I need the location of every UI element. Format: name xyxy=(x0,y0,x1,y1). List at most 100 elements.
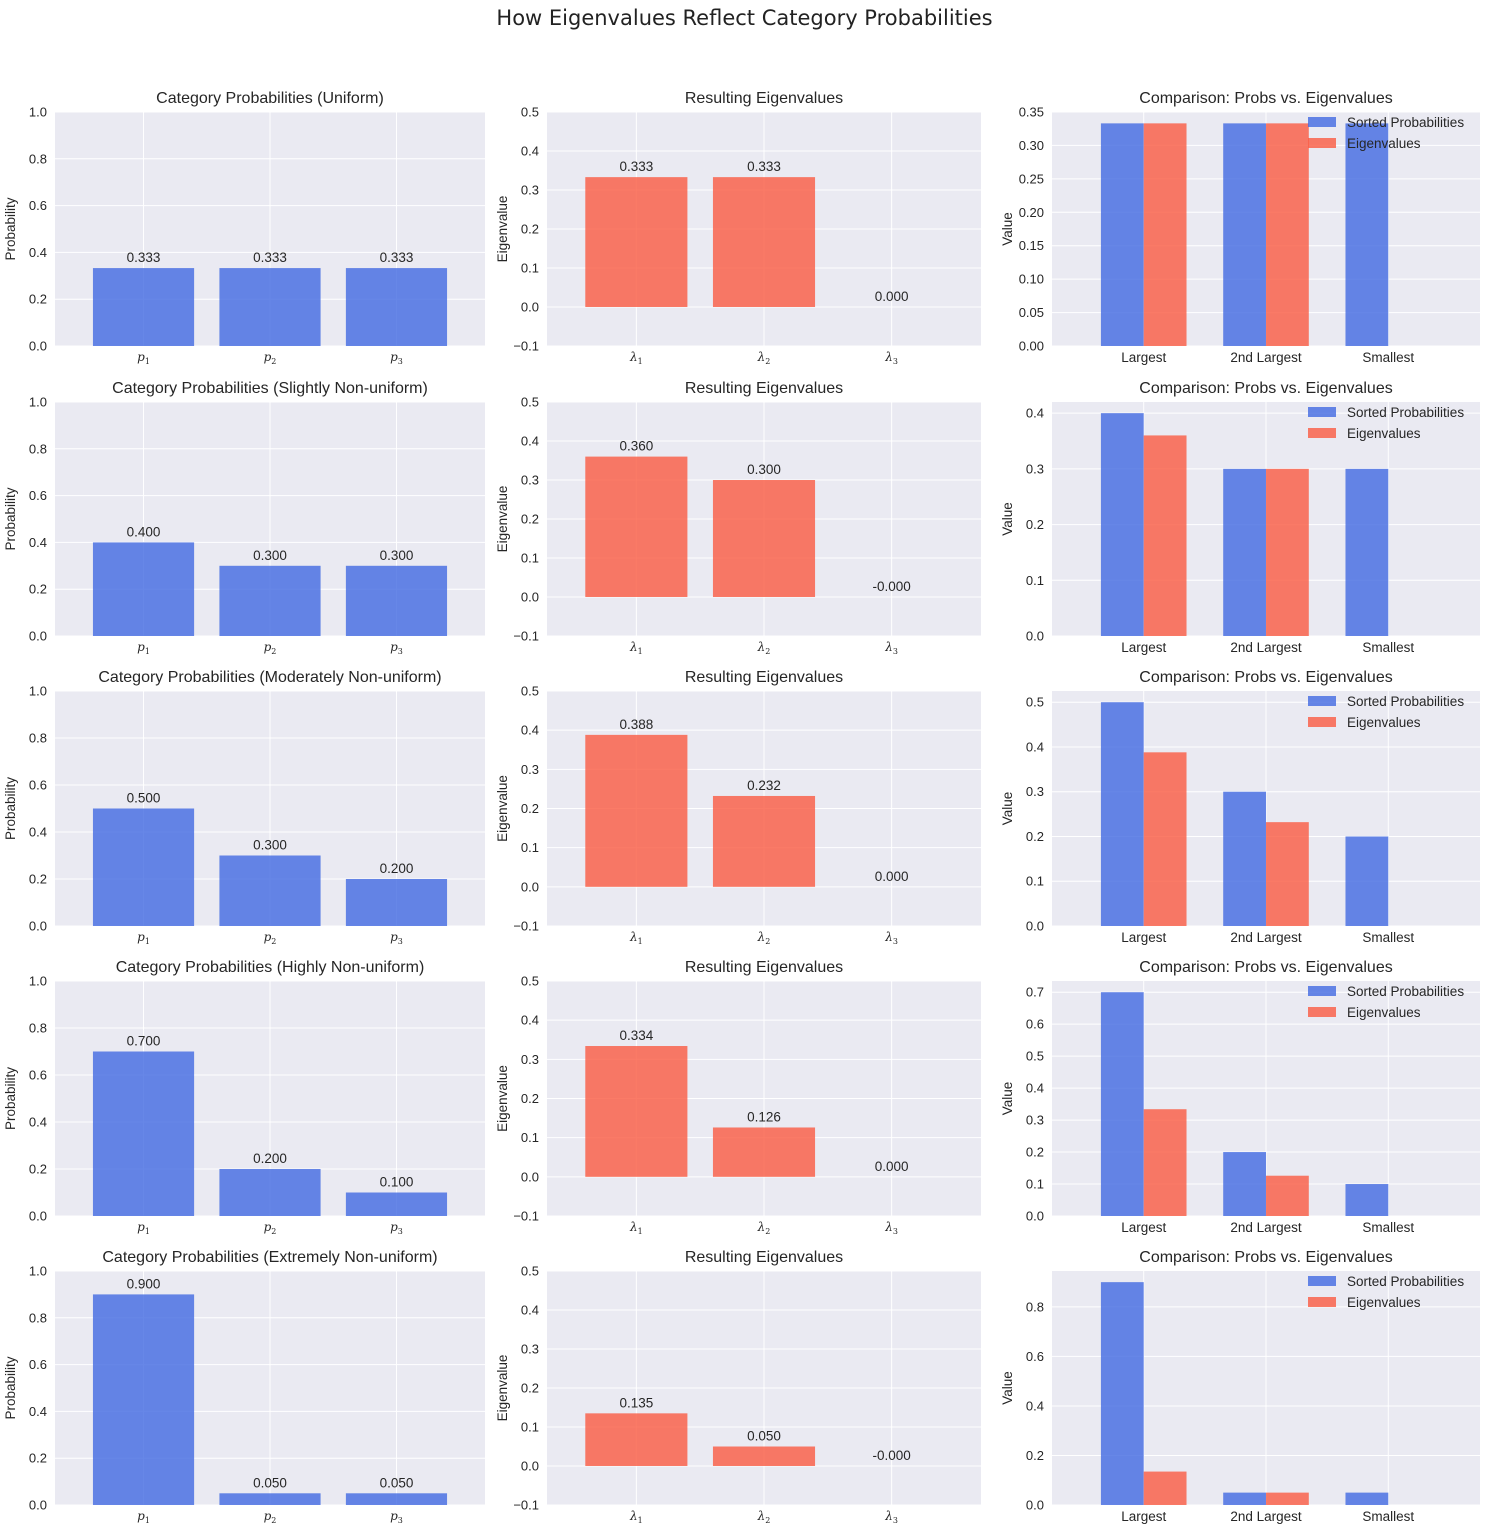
y-tick-label: 0.2 xyxy=(521,512,539,527)
subplot-4-1: 0.0 0.2 0.4 0.6 0.8 1.0 0.700 0.200 0.100 p1 p2 p3 C… xyxy=(3,959,485,1236)
data-label: 0.126 xyxy=(747,1109,781,1124)
subplot-title: Category Probabilities (Slightly Non-uni… xyxy=(112,380,428,397)
bar xyxy=(712,480,816,597)
subplot-title: Category Probabilities (Highly Non-unifo… xyxy=(116,959,425,976)
y-axis-label: Probability xyxy=(3,1067,18,1130)
bar xyxy=(712,177,816,307)
subplot-title: Comparison: Probs vs. Eigenvalues xyxy=(1139,380,1392,397)
bar-sorted-probability xyxy=(1100,992,1144,1216)
x-tick-label: λ3 xyxy=(884,1509,898,1525)
legend-label: Sorted Probabilities xyxy=(1347,984,1464,999)
data-label: 0.232 xyxy=(747,778,781,793)
x-tick-label: λ3 xyxy=(884,350,898,366)
y-tick-label: 0.7 xyxy=(1026,985,1044,1000)
data-label: 0.200 xyxy=(380,861,414,876)
y-tick-label: 0.8 xyxy=(29,151,47,166)
y-tick-label: 0.4 xyxy=(1026,406,1044,421)
x-tick-label: 2nd Largest xyxy=(1230,640,1302,655)
y-axis-label: Value xyxy=(1000,212,1015,246)
bar xyxy=(219,268,321,346)
bar xyxy=(219,1169,321,1216)
legend-label: Sorted Probabilities xyxy=(1347,694,1464,709)
bar xyxy=(219,855,321,926)
y-tick-label: −0.1 xyxy=(513,339,539,354)
bar xyxy=(92,1294,195,1505)
bar-sorted-probability xyxy=(1345,1492,1389,1505)
x-tick-label: λ1 xyxy=(629,930,643,946)
subplot-3-1: 0.0 0.2 0.4 0.6 0.8 1.0 0.500 0.300 0.200 p1 p2 p3 C… xyxy=(3,669,485,946)
y-tick-label: 0.1 xyxy=(521,840,539,855)
y-tick-label: 1.0 xyxy=(29,105,47,120)
x-tick-label: 2nd Largest xyxy=(1230,1509,1302,1524)
legend-swatch xyxy=(1308,407,1336,417)
y-tick-label: 0.00 xyxy=(1019,339,1044,354)
subplot-1-2: −0.1 0.0 0.1 0.2 0.3 0.4 0.5 0.333 0.333 0.000 λ1 λ… xyxy=(495,90,981,366)
y-tick-label: 0.2 xyxy=(29,872,47,887)
y-tick-label: 0.0 xyxy=(1026,919,1044,934)
y-tick-label: −0.1 xyxy=(513,1209,539,1224)
y-tick-label: 0.4 xyxy=(521,723,539,738)
y-tick-label: 0.1 xyxy=(1026,874,1044,889)
data-label: 0.500 xyxy=(127,791,161,806)
subplot-title: Category Probabilities (Extremely Non-un… xyxy=(102,1249,437,1266)
data-label: 0.000 xyxy=(875,869,909,884)
bar xyxy=(92,542,195,636)
y-tick-label: 0.3 xyxy=(521,473,539,488)
bar-eigenvalue xyxy=(1143,123,1187,346)
y-tick-label: −0.1 xyxy=(513,919,539,934)
bar-sorted-probability xyxy=(1345,468,1389,636)
bar-sorted-probability xyxy=(1223,791,1266,926)
legend-label: Sorted Probabilities xyxy=(1347,405,1464,420)
y-tick-label: 0.0 xyxy=(29,1498,47,1513)
bar xyxy=(219,1493,321,1505)
x-tick-label: Largest xyxy=(1121,1220,1166,1235)
bar xyxy=(345,1493,448,1505)
y-tick-label: 0.6 xyxy=(29,1357,47,1372)
legend-swatch xyxy=(1308,138,1336,148)
bar xyxy=(345,879,448,926)
data-label: 0.300 xyxy=(380,548,414,563)
data-label: -0.000 xyxy=(873,1448,911,1463)
bar xyxy=(345,268,448,346)
y-tick-label: 0.8 xyxy=(29,441,47,456)
y-tick-label: 0.4 xyxy=(29,245,47,260)
y-tick-label: 0.3 xyxy=(521,1342,539,1357)
data-label: 0.100 xyxy=(380,1175,414,1190)
data-label: 0.400 xyxy=(127,524,161,539)
y-tick-label: 0.2 xyxy=(1026,829,1044,844)
legend-label: Sorted Probabilities xyxy=(1347,115,1464,130)
x-tick-label: λ3 xyxy=(884,1220,898,1236)
y-axis-label: Eigenvalue xyxy=(495,1065,510,1132)
x-tick-label: p1 xyxy=(137,640,150,656)
y-tick-label: 0.3 xyxy=(1026,784,1044,799)
y-tick-label: 0.8 xyxy=(29,1310,47,1325)
data-label: -0.000 xyxy=(873,579,911,594)
x-tick-label: Smallest xyxy=(1362,930,1414,945)
y-tick-label: 0.0 xyxy=(521,1459,539,1474)
subplot-3-3: 0.0 0.1 0.2 0.3 0.4 0.5 Largest 2nd Largest Smal… xyxy=(1000,669,1480,945)
data-label: 0.050 xyxy=(253,1475,287,1490)
y-tick-label: 0.5 xyxy=(521,395,539,410)
y-axis-label: Value xyxy=(1000,792,1015,826)
y-tick-label: 0.0 xyxy=(521,1169,539,1184)
subplot-5-3: 0.0 0.2 0.4 0.6 0.8 Largest 2nd Largest Smalles… xyxy=(1000,1249,1480,1524)
y-tick-label: 0.35 xyxy=(1019,105,1044,120)
bar-eigenvalue xyxy=(1143,1109,1187,1216)
data-label: 0.050 xyxy=(747,1429,781,1444)
y-axis-label: Value xyxy=(1000,1082,1015,1116)
data-label: 0.333 xyxy=(127,250,161,265)
legend-label: Sorted Probabilities xyxy=(1347,1274,1464,1289)
bar xyxy=(345,1192,448,1216)
bar-eigenvalue xyxy=(1143,435,1187,636)
bar-eigenvalue xyxy=(1266,468,1309,636)
data-label: 0.334 xyxy=(619,1028,653,1043)
bar-sorted-probability xyxy=(1223,1152,1266,1216)
y-tick-label: 0.4 xyxy=(521,1303,539,1318)
y-tick-label: 0.3 xyxy=(521,1052,539,1067)
data-label: 0.200 xyxy=(253,1151,287,1166)
y-tick-label: 0.20 xyxy=(1019,205,1044,220)
y-tick-label: 1.0 xyxy=(29,974,47,989)
bar-eigenvalue xyxy=(1143,752,1187,926)
y-tick-label: 0.0 xyxy=(29,1209,47,1224)
y-tick-label: 0.6 xyxy=(29,778,47,793)
